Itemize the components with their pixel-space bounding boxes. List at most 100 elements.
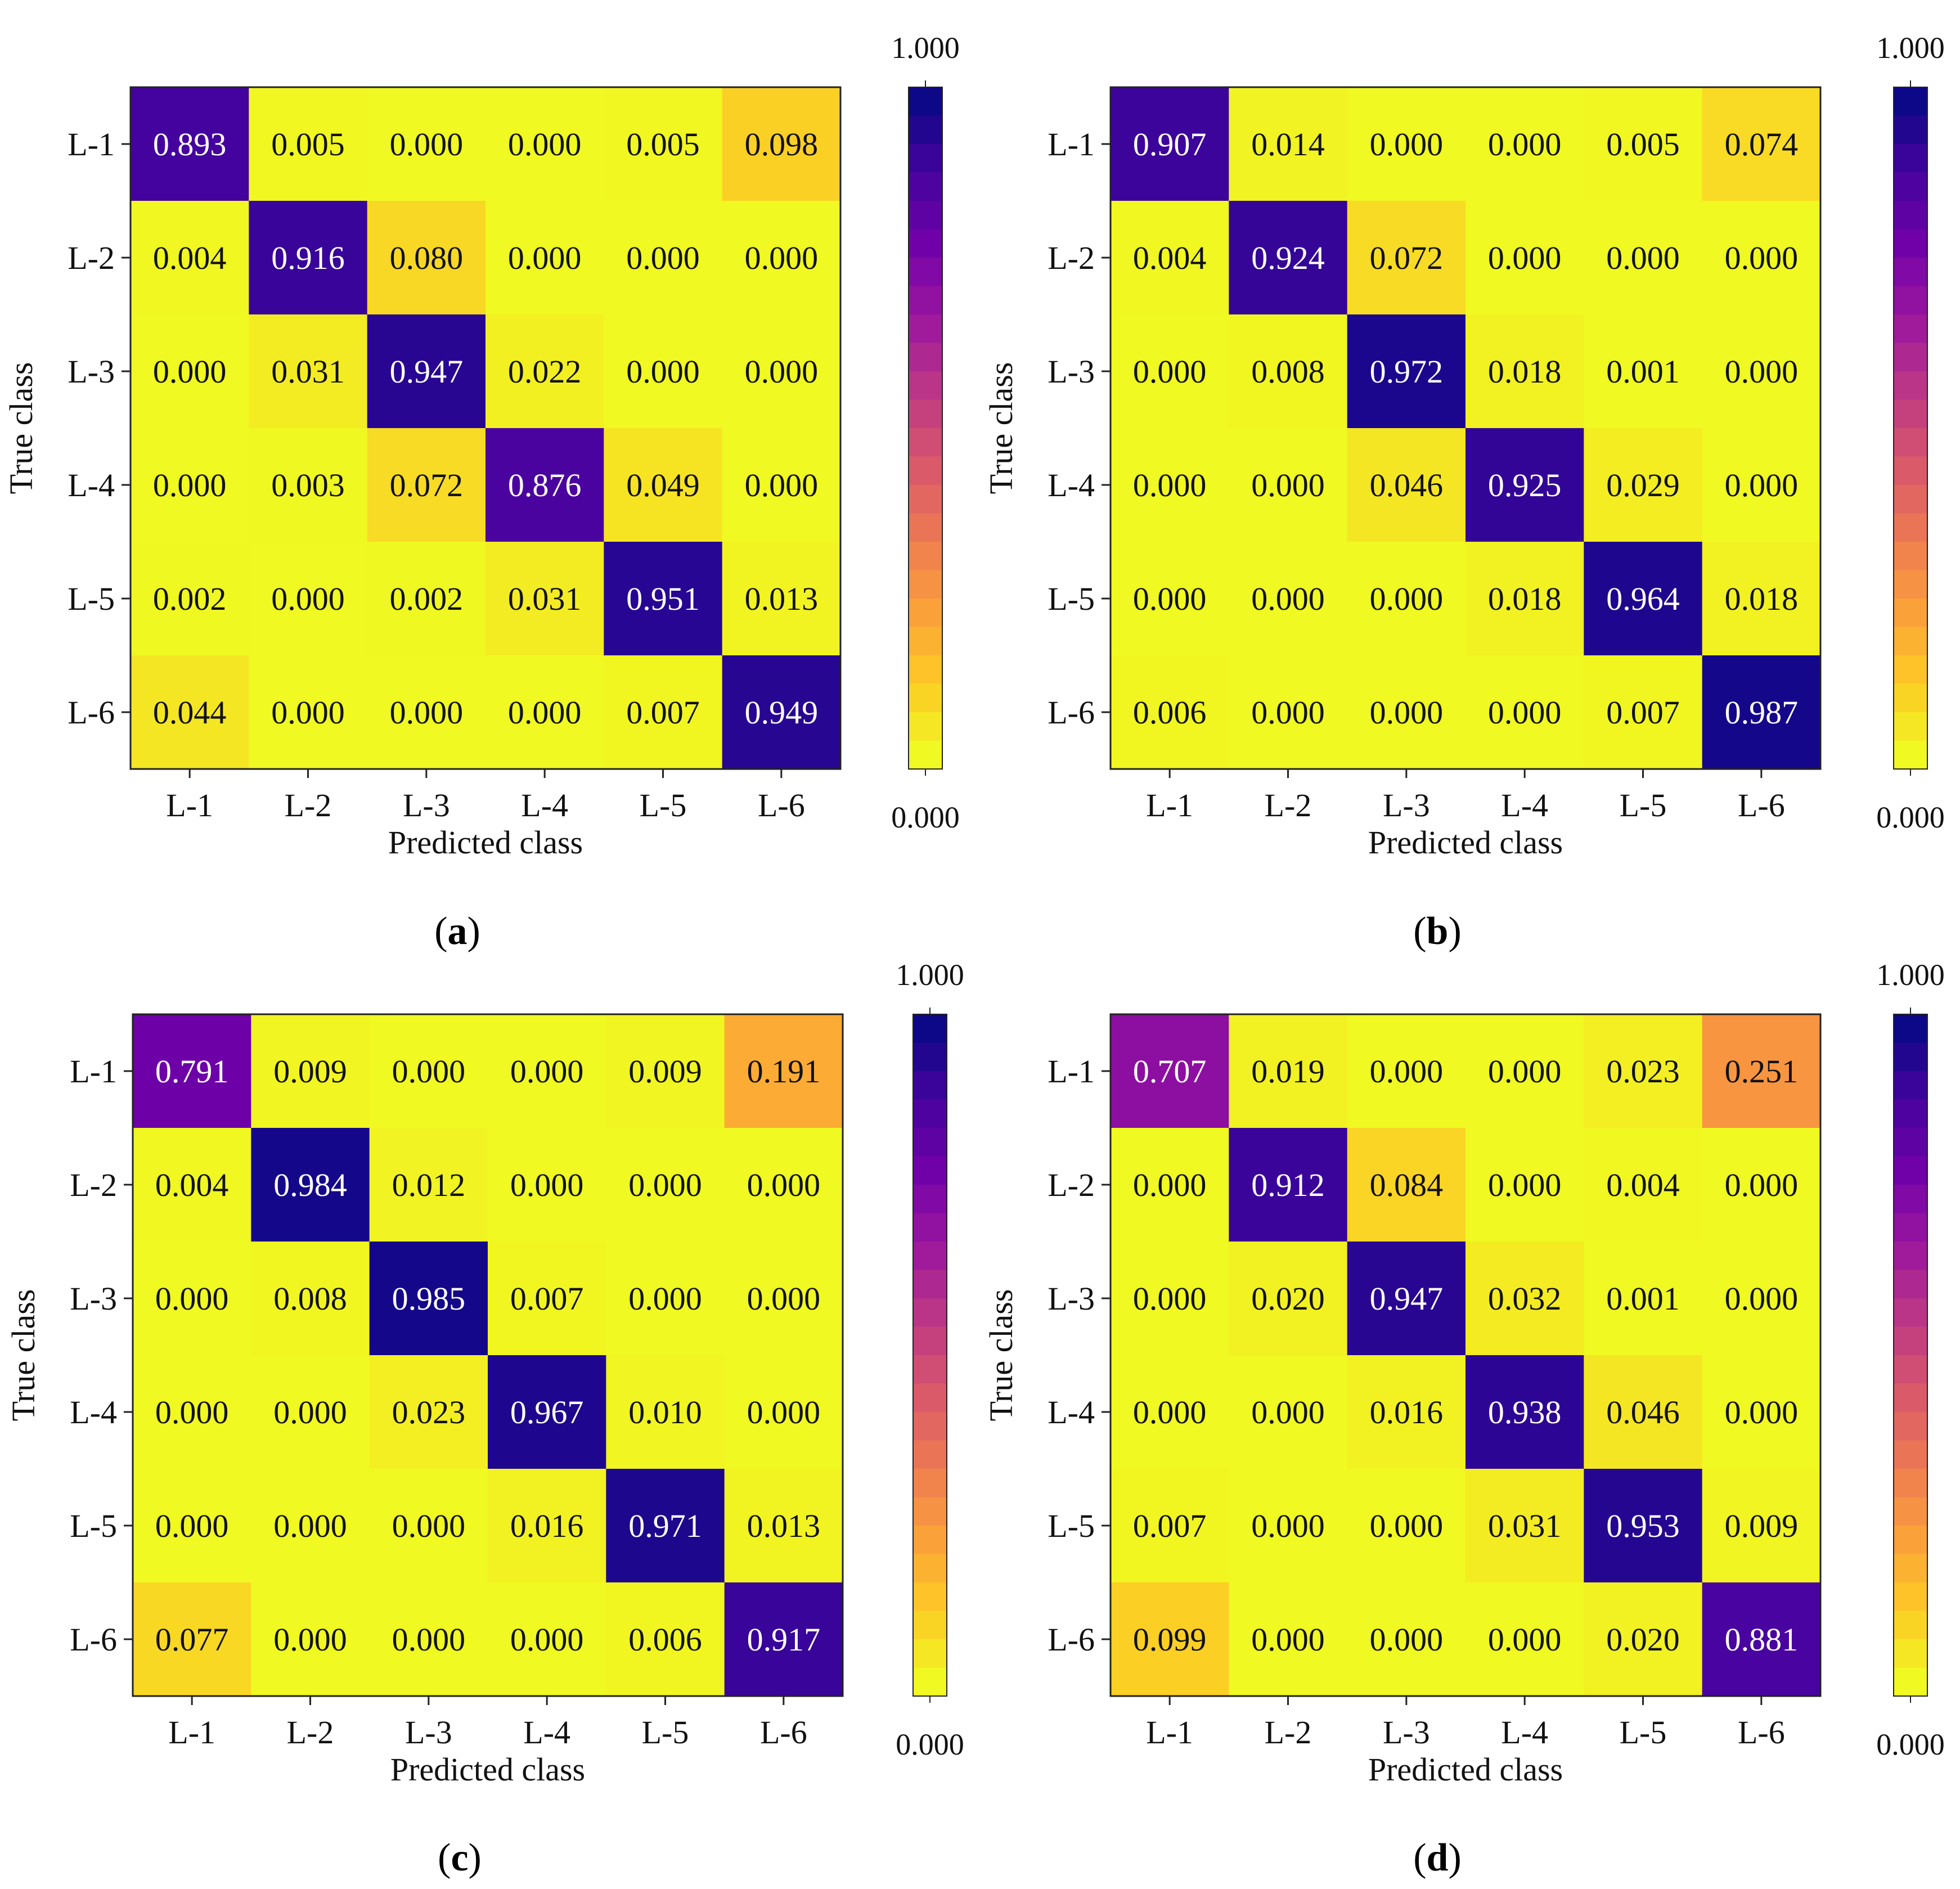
colorbar-step: [1894, 1526, 1927, 1555]
colorbar-step: [909, 655, 942, 685]
heatmap-cell: [249, 655, 368, 770]
cell-value-label: 0.006: [628, 1621, 702, 1658]
heatmap-cell: [1465, 1242, 1584, 1356]
y-tick-label: L-1: [1048, 126, 1095, 163]
cell-value-label: 0.916: [271, 240, 345, 276]
colorbar-step: [909, 542, 942, 571]
cell-value-label: 0.000: [508, 240, 582, 276]
cell-value-label: 0.000: [747, 1280, 821, 1317]
y-axis-title: True class: [983, 362, 1019, 494]
colorbar-step: [1894, 1213, 1927, 1242]
colorbar-step: [913, 1298, 947, 1328]
cell-value-label: 0.000: [155, 1508, 229, 1544]
panel-caption: (a): [434, 910, 480, 953]
cell-value-label: 0.080: [390, 240, 464, 276]
colorbar-step: [909, 683, 942, 713]
heatmap-cell: [249, 201, 368, 315]
y-tick-label: L-2: [70, 1167, 117, 1203]
cell-value-label: 0.031: [1488, 1508, 1562, 1544]
cell-value-label: 0.000: [153, 353, 227, 390]
heatmap-cell: [1702, 1128, 1821, 1242]
heatmap-cell: [1111, 314, 1229, 429]
cell-value-label: 0.000: [1370, 1053, 1444, 1090]
heatmap-cell: [249, 314, 368, 429]
heatmap-cell: [133, 1582, 251, 1697]
x-tick-label: L-1: [168, 1714, 215, 1751]
heatmap-cell: [1702, 655, 1821, 770]
heatmap-cell: [1702, 201, 1821, 315]
colorbar-step: [1894, 740, 1927, 770]
heatmap-cell: [606, 1469, 725, 1583]
heatmap-cell: [1465, 655, 1584, 770]
cell-value-label: 0.005: [271, 126, 345, 163]
colorbar-step: [913, 1014, 947, 1044]
heatmap-cell: [251, 1582, 370, 1697]
colorbar-step: [1894, 1497, 1927, 1526]
cell-value-label: 0.099: [1133, 1621, 1207, 1658]
heatmap-cell: [1584, 428, 1703, 542]
heatmap-cell: [1111, 1355, 1229, 1469]
heatmap-cell: [1702, 1014, 1821, 1128]
colorbar-step: [1894, 1667, 1927, 1697]
colorbar-step: [909, 513, 942, 542]
cell-value-label: 0.023: [1606, 1053, 1680, 1090]
cell-value-label: 0.013: [745, 581, 819, 617]
cell-value-label: 0.000: [273, 1394, 347, 1431]
cell-value-label: 0.000: [508, 126, 582, 163]
x-tick-label: L-2: [287, 1714, 334, 1751]
colorbar-max-label: 1.000: [891, 31, 960, 65]
heatmap-cell: [488, 1128, 606, 1242]
heatmap-cell: [724, 1014, 843, 1128]
colorbar-step: [913, 1497, 947, 1526]
cell-value-label: 0.000: [628, 1167, 702, 1203]
cell-value-label: 0.016: [1370, 1394, 1444, 1431]
colorbar-step: [909, 286, 942, 315]
cell-value-label: 0.077: [155, 1621, 229, 1658]
colorbar-step: [1894, 1185, 1927, 1214]
heatmap-cell: [1584, 1469, 1703, 1583]
colorbar-step: [913, 1071, 947, 1100]
heatmap-cell: [1111, 87, 1229, 201]
heatmap-cell: [1584, 1582, 1703, 1697]
cell-value-label: 0.964: [1606, 581, 1680, 617]
cell-value-label: 0.009: [273, 1053, 347, 1090]
colorbar-step: [1894, 1355, 1927, 1384]
cell-value-label: 0.925: [1488, 467, 1562, 503]
x-tick-label: L-2: [285, 787, 332, 824]
heatmap-cell: [724, 1469, 843, 1583]
colorbar-step: [1894, 655, 1927, 685]
heatmap-cell: [488, 1242, 606, 1356]
heatmap-cell: [1111, 1582, 1229, 1697]
cell-value-label: 0.985: [392, 1280, 466, 1317]
cell-value-label: 0.046: [1370, 467, 1444, 503]
colorbar-step: [909, 343, 942, 372]
x-tick-label: L-4: [521, 787, 568, 824]
colorbar-step: [913, 1355, 947, 1384]
cell-value-label: 0.018: [1488, 353, 1562, 390]
heatmap-cell: [1111, 1128, 1229, 1242]
colorbar-min-label: 0.000: [896, 1728, 964, 1761]
colorbar-step: [1894, 1554, 1927, 1583]
heatmap-cell: [1702, 428, 1821, 542]
x-tick-label: L-5: [642, 1714, 689, 1751]
heatmap-cell: [1229, 87, 1348, 201]
y-tick-label: L-2: [68, 240, 115, 276]
x-tick-label: L-3: [1383, 787, 1430, 824]
heatmap-frame: [1109, 1013, 1822, 1697]
heatmap-cell: [1229, 1582, 1348, 1697]
cell-value-label: 0.000: [155, 1280, 229, 1317]
cell-value-label: 0.046: [1606, 1394, 1680, 1431]
colorbar-step: [1894, 258, 1927, 287]
heatmap-cell: [1702, 1469, 1821, 1583]
colorbar-step: [1894, 542, 1927, 571]
heatmap-cell: [604, 314, 723, 429]
heatmap-cell: [1229, 201, 1348, 315]
heatmap-cell: [131, 201, 249, 315]
cell-value-label: 0.012: [392, 1167, 466, 1203]
colorbar-step: [913, 1383, 947, 1413]
heatmap-cell: [1347, 1355, 1466, 1469]
cell-value-label: 0.005: [626, 126, 700, 163]
heatmap-cell: [724, 1128, 843, 1242]
heatmap-cell: [604, 428, 723, 542]
